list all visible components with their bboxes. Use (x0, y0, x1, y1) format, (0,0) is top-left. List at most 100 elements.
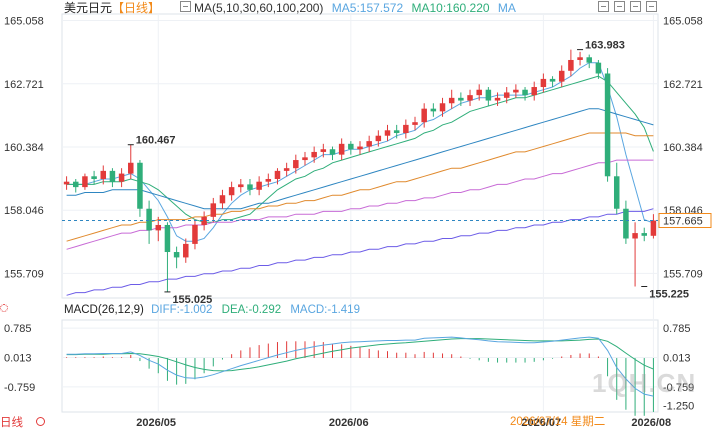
candle-body (357, 146, 363, 150)
date-tick-1: 2026/06 (329, 417, 369, 429)
candle-body (293, 160, 299, 169)
candle-body (458, 97, 464, 101)
annotation-label-2: 163.983 (585, 40, 625, 52)
macd-tick-left-1: 0.013 (4, 353, 32, 365)
candle-body (210, 203, 217, 217)
candle-body (568, 59, 574, 71)
price-tick-left-2: 160.384 (4, 142, 44, 154)
candle-body (164, 224, 171, 253)
period-footer-label: 日线 (0, 417, 23, 429)
price-tick-left-1: 162.721 (4, 79, 44, 91)
candle-body (650, 220, 657, 236)
minimize-icon[interactable] (598, 1, 609, 12)
candle-body (228, 187, 235, 196)
candle-body (540, 78, 547, 88)
price-tick-right-2: 160.384 (663, 142, 703, 154)
candle-body (641, 233, 647, 236)
candle-body (412, 122, 418, 125)
price-tick-left-3: 158.046 (4, 205, 44, 217)
candle-body (338, 143, 345, 155)
candle-body (403, 124, 409, 134)
period-footer[interactable]: 日线 (0, 416, 46, 430)
ma-settings-icon[interactable] (180, 1, 191, 12)
candle-body (531, 87, 537, 96)
date-tick-2: 2026/07 (521, 417, 561, 429)
price-panel-frame (61, 13, 659, 299)
macd-settings-icon[interactable] (0, 304, 8, 312)
candle-body (375, 135, 382, 142)
candle-body (265, 178, 272, 182)
candle-body (558, 70, 565, 82)
candle-body (348, 143, 354, 150)
candle-body (311, 151, 317, 158)
candle-body (63, 181, 70, 185)
macd-tick-right-2: -0.759 (663, 382, 694, 394)
candle-body (393, 130, 400, 134)
candle-body (247, 184, 253, 190)
candle-body (513, 89, 519, 93)
close-icon[interactable] (646, 1, 657, 12)
candle-body (503, 92, 510, 98)
macd-label: MACD(26,12,9) (64, 304, 144, 316)
candle-body (100, 170, 107, 179)
price-tick-left-0: 165.058 (4, 16, 44, 28)
ma-line-ma30 (66, 108, 654, 210)
date-tick-0: 2026/05 (136, 417, 176, 429)
macd-dea-value: DEA:-0.292 (221, 304, 282, 316)
macd-macd-value: MACD:-1.419 (290, 304, 360, 316)
candle-body (586, 57, 592, 63)
candle-body (329, 149, 336, 155)
ma-line-ma200 (66, 208, 654, 296)
macd-tick-left-0: 0.785 (4, 323, 32, 335)
date-tick-3: 2026/08 (631, 417, 671, 429)
candle-body (595, 62, 602, 74)
candle-body (274, 170, 281, 179)
macd-diff-value: DIFF:-1.002 (151, 304, 213, 316)
candle-body (632, 233, 638, 239)
candle-body (366, 141, 372, 147)
current-price-tag (658, 213, 712, 229)
candle-body (485, 89, 492, 101)
candle-body (183, 243, 189, 258)
ma-legend: MA(5,10,30,60,100,200) MA5:157.572 MA10:… (194, 0, 516, 16)
candle-body (476, 89, 482, 96)
candle-body (577, 57, 583, 60)
candle-body (219, 195, 226, 204)
candle-body (604, 73, 611, 177)
macd-panel-frame (61, 319, 659, 413)
watermark: 1QH.CN (592, 368, 697, 398)
candle-body (155, 224, 162, 231)
macd-diff-line (66, 336, 654, 397)
candle-body (283, 168, 290, 171)
candle-body (384, 130, 391, 136)
candle-body (238, 184, 244, 188)
window-icon[interactable] (614, 1, 625, 12)
candle-body (320, 149, 327, 152)
period-label[interactable]: 【日线】 (112, 1, 161, 15)
candle-body (118, 173, 125, 182)
crosshair-date: 2026/07/14 星期二 (510, 416, 606, 428)
maximize-icon[interactable] (630, 1, 641, 12)
ma10-value: MA10:160.220 (411, 1, 490, 15)
candle-body (256, 181, 262, 190)
macd-tick-right-1: 0.013 (663, 353, 691, 365)
ma-line-ma60 (66, 132, 654, 242)
candle-body (467, 95, 473, 101)
price-tick-right-4: 155.709 (663, 268, 703, 280)
candle-body (192, 224, 198, 244)
candle-body (201, 216, 207, 225)
ma-label: MA(5,10,30,60,100,200) (194, 1, 324, 15)
candle-body (82, 176, 88, 188)
candle-body (73, 181, 79, 188)
ma-more: MA (497, 1, 516, 15)
macd-tick-right-0: 0.785 (663, 323, 691, 335)
annotation-label-3: 155.225 (649, 289, 689, 301)
candle-body (146, 208, 152, 231)
candle-body (430, 108, 437, 112)
candle-body (439, 103, 446, 112)
candle-body (494, 97, 501, 101)
settings-icon[interactable] (36, 417, 46, 426)
macd-tick-left-2: -0.759 (4, 382, 35, 394)
